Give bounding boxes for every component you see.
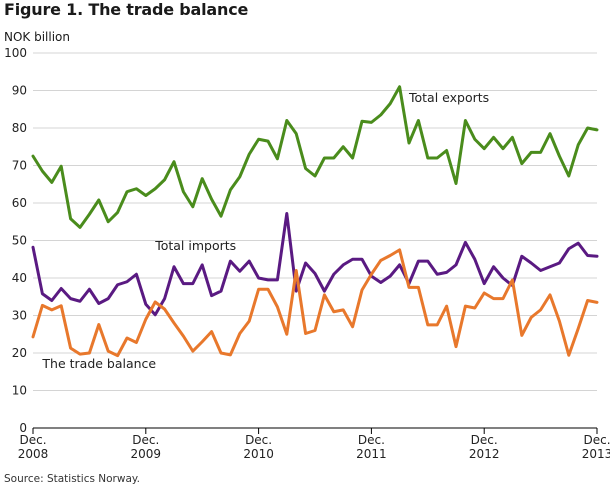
- annotation-total-exports: Total exports: [408, 90, 489, 105]
- y-tick-label: 70: [12, 159, 27, 173]
- y-tick-label: 10: [12, 384, 27, 398]
- y-tick-label: 100: [4, 46, 27, 60]
- x-tick-label-month: Dec.: [471, 433, 498, 447]
- y-tick-label: 60: [12, 196, 27, 210]
- x-tick-label-year: 2009: [131, 447, 162, 461]
- x-tick-label-year: 2011: [356, 447, 387, 461]
- y-tick-label: 80: [12, 121, 27, 135]
- y-tick-label: 0: [19, 421, 27, 435]
- series-line-total-imports: [31, 212, 599, 317]
- x-tick-label-year: 2008: [18, 447, 49, 461]
- y-axis-label: NOK billion: [4, 30, 71, 44]
- x-tick-label-month: Dec.: [358, 433, 385, 447]
- x-axis: Dec.2008Dec.2009Dec.2010Dec.2011Dec.2012…: [18, 428, 610, 461]
- series-annotations: Total exports Total imports The trade bala…: [41, 90, 489, 371]
- annotation-the-trade-balance: The trade balance: [41, 356, 156, 371]
- series-line-total-exports: [31, 85, 599, 229]
- x-tick-label-year: 2012: [469, 447, 500, 461]
- x-tick-label-month: Dec.: [19, 433, 46, 447]
- y-tick-label: 50: [12, 234, 27, 248]
- x-tick-label-month: Dec.: [245, 433, 272, 447]
- y-tick-label: 40: [12, 271, 27, 285]
- y-tick-label: 20: [12, 346, 27, 360]
- x-tick-label-month: Dec.: [132, 433, 159, 447]
- series-lines: [31, 85, 599, 358]
- gridlines: [33, 52, 597, 429]
- annotation-total-imports: Total imports: [154, 238, 236, 253]
- source-note: Source: Statistics Norway.: [4, 473, 140, 485]
- y-tick-label: 30: [12, 309, 27, 323]
- x-tick-label-month: Dec.: [583, 433, 610, 447]
- y-tick-label: 90: [12, 84, 27, 98]
- chart-title: Figure 1. The trade balance: [4, 0, 249, 19]
- series-line-the-trade-balance: [31, 248, 599, 358]
- x-tick-label-year: 2010: [243, 447, 274, 461]
- y-tick-labels: 0 10 20 30 40 50 60 70 80 90 100: [4, 46, 27, 435]
- x-tick-label-year: 2013: [582, 447, 610, 461]
